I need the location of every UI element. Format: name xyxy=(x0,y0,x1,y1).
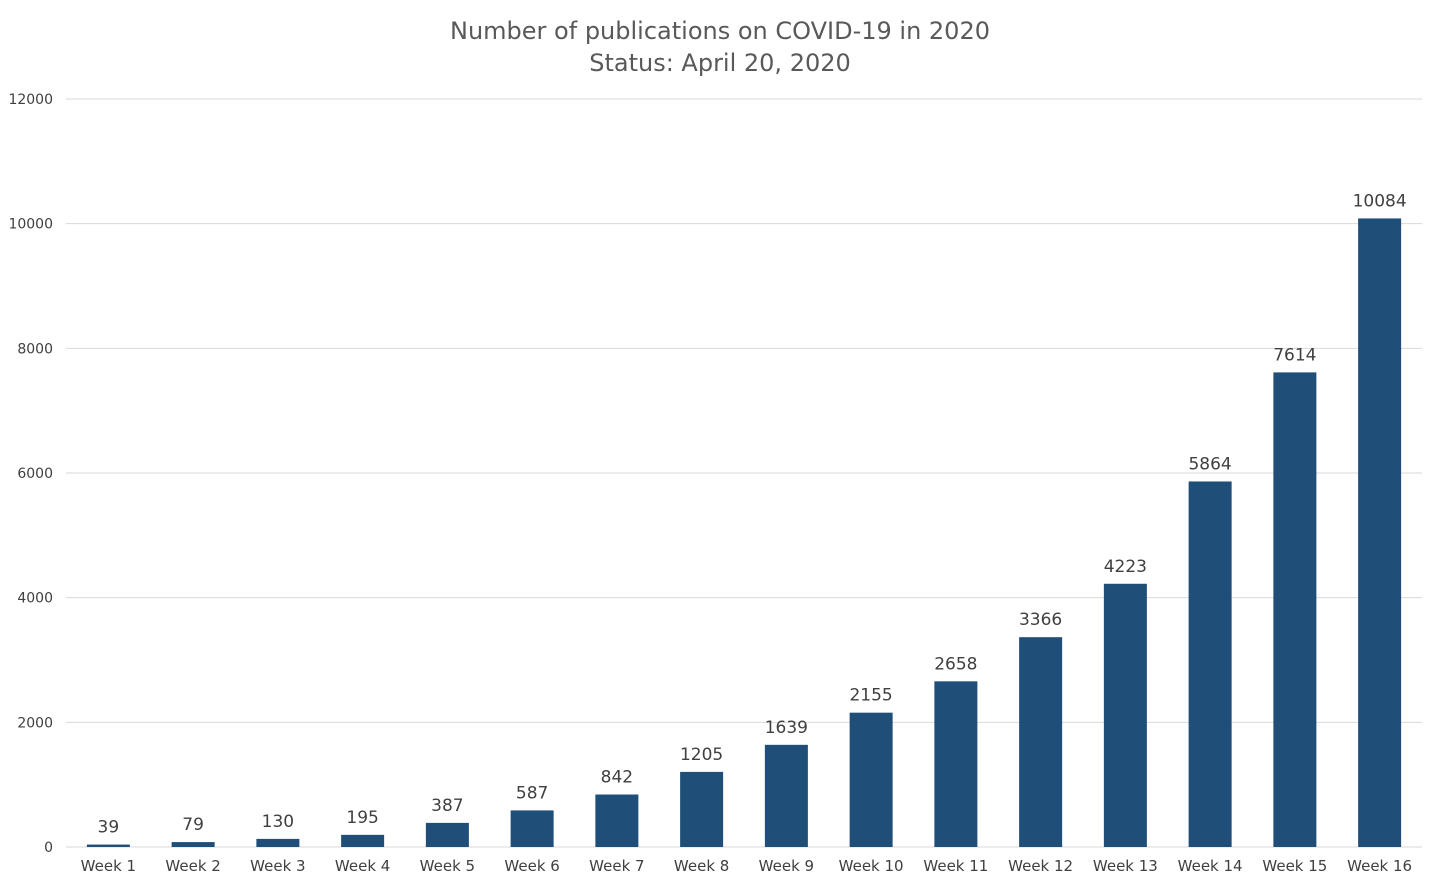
bar-week-3 xyxy=(256,838,300,847)
x-tick-label: Week 10 xyxy=(839,857,904,875)
bar-week-13 xyxy=(1103,583,1147,847)
x-tick-label: Week 14 xyxy=(1178,857,1243,875)
x-tick-label: Week 16 xyxy=(1347,857,1412,875)
y-tick-label: 2000 xyxy=(17,715,53,731)
x-tick-label: Week 12 xyxy=(1008,857,1073,875)
data-label: 130 xyxy=(262,812,294,832)
data-label: 195 xyxy=(346,808,378,828)
data-label: 587 xyxy=(516,783,548,803)
y-tick-label: 12000 xyxy=(8,92,53,108)
data-label: 1639 xyxy=(765,718,808,738)
x-axis-ticks: Week 1 Week 2 Week 3 Week 4 Week 5 Week 6 Week… xyxy=(81,857,1412,875)
x-tick-label: Week 3 xyxy=(250,857,305,875)
x-tick-label: Week 1 xyxy=(81,857,136,875)
data-label: 842 xyxy=(601,768,633,788)
bar-week-5 xyxy=(425,822,469,847)
x-tick-label: Week 6 xyxy=(504,857,559,875)
data-label: 2155 xyxy=(849,686,892,706)
data-label: 7614 xyxy=(1273,345,1316,365)
bar-week-16 xyxy=(1358,218,1402,847)
bar-week-6 xyxy=(510,810,554,847)
y-tick-label: 6000 xyxy=(17,466,53,482)
bar-week-1 xyxy=(86,844,130,847)
chart-title: Number of publications on COVID-19 in 20… xyxy=(450,17,990,45)
y-tick-label: 10000 xyxy=(8,217,53,233)
bar-week-12 xyxy=(1019,637,1063,847)
x-tick-label: Week 15 xyxy=(1262,857,1327,875)
data-label: 5864 xyxy=(1188,454,1231,474)
data-label: 3366 xyxy=(1019,610,1062,630)
y-tick-label: 8000 xyxy=(17,341,53,357)
data-label: 387 xyxy=(431,796,463,816)
x-tick-label: Week 11 xyxy=(923,857,988,875)
x-tick-label: Week 8 xyxy=(674,857,729,875)
y-tick-label: 0 xyxy=(44,840,53,856)
bar-week-9 xyxy=(764,744,808,847)
x-tick-label: Week 4 xyxy=(335,857,390,875)
data-label: 39 xyxy=(98,818,120,838)
data-label: 10084 xyxy=(1353,191,1407,211)
chart-subtitle: Status: April 20, 2020 xyxy=(589,49,851,77)
data-label: 1205 xyxy=(680,745,723,765)
x-tick-label: Week 5 xyxy=(420,857,475,875)
x-tick-label: Week 9 xyxy=(759,857,814,875)
data-labels: 39 79 130 195 387 587 842 1205 1639 2155 2658 3366 4… xyxy=(98,191,1407,837)
bar-week-11 xyxy=(934,681,978,847)
y-axis-ticks: 0 2000 4000 6000 8000 10000 12000 xyxy=(8,92,53,856)
bars xyxy=(86,218,1402,847)
y-tick-label: 4000 xyxy=(17,591,53,607)
bar-week-14 xyxy=(1188,481,1232,847)
data-label: 2658 xyxy=(934,654,977,674)
bar-week-2 xyxy=(171,842,215,847)
x-tick-label: Week 2 xyxy=(165,857,220,875)
bar-week-4 xyxy=(341,834,385,847)
bar-week-8 xyxy=(680,771,724,847)
bar-week-7 xyxy=(595,794,639,847)
bar-week-10 xyxy=(849,712,893,847)
x-tick-label: Week 7 xyxy=(589,857,644,875)
data-label: 79 xyxy=(182,815,204,835)
bar-week-15 xyxy=(1273,372,1317,847)
data-label: 4223 xyxy=(1104,557,1147,577)
x-tick-label: Week 13 xyxy=(1093,857,1158,875)
